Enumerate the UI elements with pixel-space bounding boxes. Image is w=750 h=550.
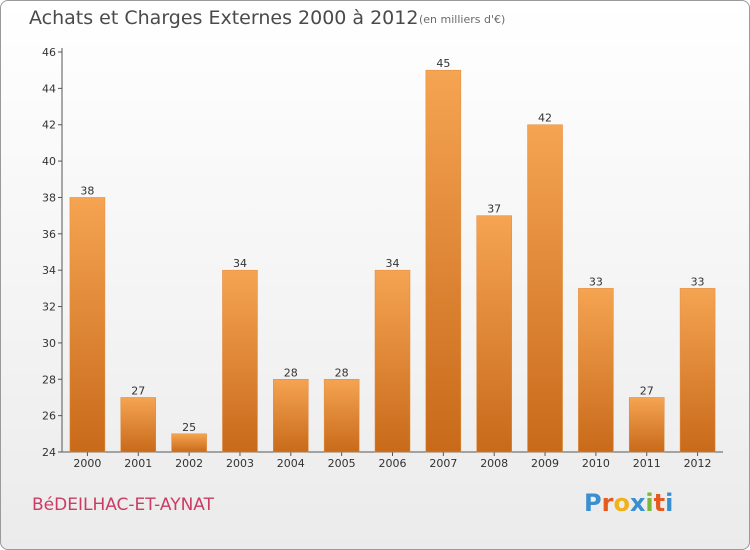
chart-subtitle: (en milliers d'€) xyxy=(419,13,506,26)
bar-2008 xyxy=(476,215,512,453)
data-label-2009: 42 xyxy=(538,112,552,125)
x-tick-label-2012: 2012 xyxy=(684,457,712,470)
y-tick-label: 36 xyxy=(42,228,56,241)
x-tick-label-2009: 2009 xyxy=(531,457,559,470)
x-tick-label-2005: 2005 xyxy=(328,457,356,470)
data-label-2010: 33 xyxy=(589,275,603,288)
y-tick-label: 42 xyxy=(42,119,56,132)
data-label-2003: 34 xyxy=(233,257,247,270)
y-tick-label: 30 xyxy=(42,337,56,350)
y-tick-label: 34 xyxy=(42,264,56,277)
bar-2001 xyxy=(120,397,157,453)
data-label-2002: 25 xyxy=(182,421,196,434)
bar-2002 xyxy=(171,433,207,453)
chart-bars xyxy=(69,69,716,453)
data-label-2006: 34 xyxy=(386,257,400,270)
y-tick-label: 32 xyxy=(42,301,56,314)
data-label-2005: 28 xyxy=(335,366,349,379)
logo-letter: r xyxy=(601,489,614,517)
x-tick-label-2002: 2002 xyxy=(175,457,203,470)
data-label-2008: 37 xyxy=(487,203,501,216)
x-tick-label-2004: 2004 xyxy=(277,457,305,470)
bar-2003 xyxy=(222,269,258,453)
bar-2012 xyxy=(679,288,716,453)
logo-letter: i xyxy=(665,489,674,517)
logo-letter: t xyxy=(653,489,666,517)
y-tick-label: 40 xyxy=(42,155,56,168)
logo-letter: o xyxy=(613,489,630,517)
proxiti-logo: Proxiti xyxy=(584,489,673,517)
bar-2009 xyxy=(527,124,563,453)
bar-2000 xyxy=(69,197,106,453)
x-tick-label-2010: 2010 xyxy=(582,457,610,470)
bar-2006 xyxy=(374,269,411,453)
y-tick-label: 46 xyxy=(42,46,56,59)
y-tick-label: 26 xyxy=(42,410,56,423)
bar-2007 xyxy=(425,69,462,453)
chart-title: Achats et Charges Externes 2000 à 2012 xyxy=(29,7,419,29)
bar-2004 xyxy=(273,379,309,453)
data-label-2011: 27 xyxy=(640,384,654,397)
logo-letter: P xyxy=(584,489,602,517)
x-tick-label-2003: 2003 xyxy=(226,457,254,470)
data-label-2000: 38 xyxy=(80,184,94,197)
commune-name: BéDEILHAC-ET-AYNAT xyxy=(32,495,214,515)
x-tick-label-2000: 2000 xyxy=(73,457,101,470)
data-label-2012: 33 xyxy=(691,275,705,288)
logo-letter: x xyxy=(629,489,646,517)
x-tick-label-2008: 2008 xyxy=(480,457,508,470)
y-tick-label: 24 xyxy=(42,446,56,459)
x-tick-label-2001: 2001 xyxy=(124,457,152,470)
x-tick-label-2011: 2011 xyxy=(633,457,661,470)
x-tick-label-2007: 2007 xyxy=(429,457,457,470)
bar-2005 xyxy=(323,379,360,453)
y-tick-label: 38 xyxy=(42,191,56,204)
data-label-2007: 45 xyxy=(436,57,450,70)
logo-letter: i xyxy=(645,489,654,517)
chart-labels: 2000 38 2001 27 2002 25 2003 34 2004 28 2005 28 2006… xyxy=(73,57,711,470)
data-label-2001: 27 xyxy=(131,384,145,397)
x-tick-label-2006: 2006 xyxy=(379,457,407,470)
data-label-2004: 28 xyxy=(284,366,298,379)
y-tick-label: 28 xyxy=(42,373,56,386)
bar-2010 xyxy=(578,288,614,453)
y-tick-label: 44 xyxy=(42,82,56,95)
bar-2011 xyxy=(628,397,665,453)
